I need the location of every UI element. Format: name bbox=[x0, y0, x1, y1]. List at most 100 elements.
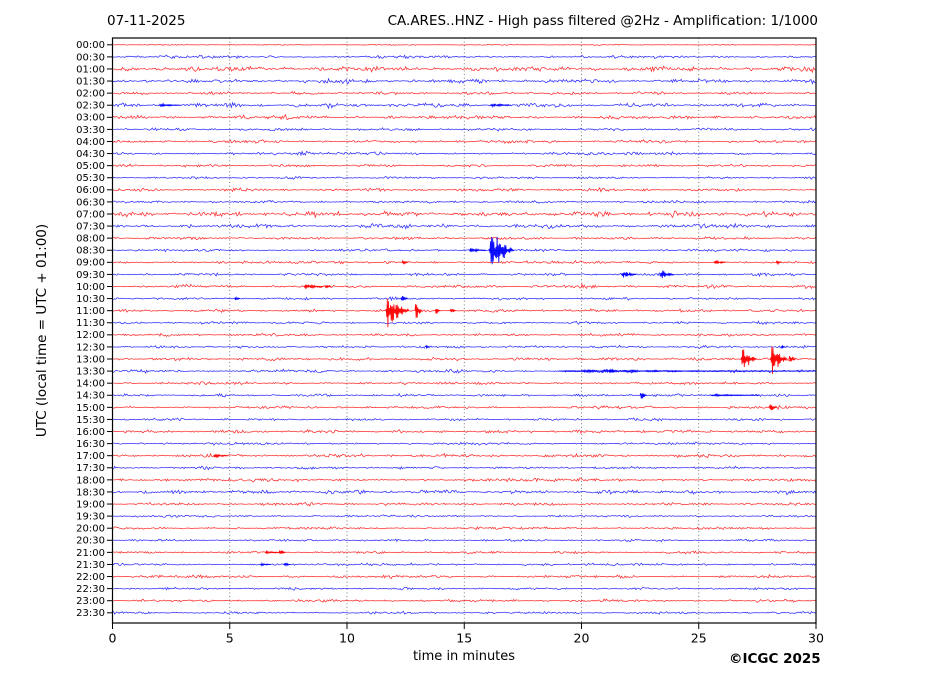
row-trace bbox=[113, 54, 816, 60]
row-trace bbox=[113, 562, 816, 567]
row-time-label: 04:30 bbox=[76, 149, 105, 160]
row-time-label: 08:30 bbox=[76, 246, 105, 257]
row-time-label: 00:30 bbox=[76, 52, 105, 63]
event-burst bbox=[234, 295, 240, 301]
row-time-label: 03:00 bbox=[76, 113, 105, 124]
row-trace bbox=[113, 598, 816, 603]
row-trace bbox=[113, 538, 816, 543]
row-time-label: 17:00 bbox=[76, 451, 105, 462]
row-time-label: 02:00 bbox=[76, 89, 105, 100]
row-trace bbox=[113, 43, 816, 46]
event-burst bbox=[639, 392, 647, 399]
row-time-label: 06:30 bbox=[76, 197, 105, 208]
event-burst bbox=[283, 562, 291, 567]
row-trace bbox=[113, 187, 816, 193]
event-burst bbox=[414, 304, 422, 318]
event-burst bbox=[425, 345, 431, 350]
event-burst bbox=[385, 298, 409, 328]
x-tick-label: 0 bbox=[109, 631, 117, 646]
row-time-label: 23:00 bbox=[76, 596, 105, 607]
row-trace bbox=[113, 150, 816, 157]
x-tick-label: 15 bbox=[456, 631, 472, 646]
event-burst bbox=[434, 308, 441, 314]
row-trace bbox=[113, 163, 816, 168]
row-trace bbox=[113, 320, 816, 325]
row-trace bbox=[113, 127, 816, 132]
row-time-label: 12:00 bbox=[76, 330, 105, 341]
row-trace bbox=[113, 452, 816, 459]
row-trace bbox=[113, 525, 816, 531]
row-time-label: 05:30 bbox=[76, 173, 105, 184]
row-trace bbox=[113, 381, 816, 386]
row-trace bbox=[113, 356, 816, 362]
row-time-label: 04:00 bbox=[76, 137, 105, 148]
date-title: 07-11-2025 bbox=[107, 13, 185, 29]
row-time-label: 14:00 bbox=[76, 379, 105, 390]
row-trace bbox=[113, 501, 816, 507]
row-time-label: 19:00 bbox=[76, 499, 105, 510]
row-trace bbox=[113, 139, 816, 145]
row-time-label: 19:30 bbox=[76, 512, 105, 523]
row-trace bbox=[113, 282, 816, 290]
event-burst bbox=[769, 346, 788, 375]
row-time-label: 07:30 bbox=[76, 221, 105, 232]
event-burst bbox=[609, 368, 617, 374]
x-tick-label: 5 bbox=[226, 631, 234, 646]
trace-layer bbox=[113, 43, 816, 615]
event-burst bbox=[449, 308, 456, 313]
row-trace bbox=[113, 175, 816, 180]
row-time-label: 15:30 bbox=[76, 415, 105, 426]
x-axis-label: time in minutes bbox=[413, 649, 515, 664]
event-burst bbox=[788, 356, 796, 362]
row-time-label: 01:00 bbox=[76, 64, 105, 75]
row-time-label: 21:00 bbox=[76, 548, 105, 559]
event-burst bbox=[159, 102, 181, 108]
row-time-label: 10:30 bbox=[76, 294, 105, 305]
row-time-label: 07:00 bbox=[76, 209, 105, 220]
row-time-label: 10:00 bbox=[76, 282, 105, 293]
row-trace bbox=[113, 65, 816, 74]
event-burst bbox=[278, 549, 286, 554]
row-trace bbox=[113, 259, 816, 265]
row-time-label: 02:30 bbox=[76, 101, 105, 112]
row-time-label: 08:00 bbox=[76, 234, 105, 245]
row-trace bbox=[113, 417, 816, 422]
row-time-label: 01:30 bbox=[76, 76, 105, 87]
event-burst bbox=[213, 453, 229, 459]
event-burst bbox=[710, 392, 760, 398]
row-trace bbox=[113, 514, 816, 518]
row-trace bbox=[113, 465, 816, 471]
x-tick-label: 25 bbox=[691, 631, 707, 646]
plot-title: CA.ARES..HNZ - High pass filtered @2Hz -… bbox=[388, 13, 818, 29]
row-trace bbox=[113, 235, 816, 241]
event-burst bbox=[468, 247, 487, 253]
row-trace bbox=[113, 344, 816, 349]
row-time-label: 16:00 bbox=[76, 427, 105, 438]
row-time-label: 06:00 bbox=[76, 185, 105, 196]
row-time-label: 22:00 bbox=[76, 572, 105, 583]
row-trace bbox=[113, 77, 816, 85]
x-tick-label: 30 bbox=[808, 631, 824, 646]
row-trace bbox=[113, 477, 816, 483]
row-time-label: 13:00 bbox=[76, 354, 105, 365]
row-trace bbox=[113, 296, 816, 302]
event-layer bbox=[159, 102, 816, 567]
row-trace bbox=[113, 210, 816, 219]
row-time-label: 09:00 bbox=[76, 258, 105, 269]
event-burst bbox=[557, 368, 816, 374]
event-burst bbox=[303, 283, 324, 289]
event-burst bbox=[260, 561, 271, 567]
row-trace bbox=[113, 550, 816, 555]
row-trace bbox=[113, 489, 816, 496]
event-burst bbox=[780, 344, 786, 349]
event-burst bbox=[775, 260, 782, 266]
row-time-label: 13:30 bbox=[76, 366, 105, 377]
event-burst bbox=[621, 271, 637, 278]
row-time-label: 23:30 bbox=[76, 608, 105, 619]
row-time-label: 20:00 bbox=[76, 524, 105, 535]
event-burst bbox=[768, 404, 777, 411]
row-time-label: 11:00 bbox=[76, 306, 105, 317]
row-time-label: 11:30 bbox=[76, 318, 105, 329]
row-trace bbox=[113, 332, 816, 338]
